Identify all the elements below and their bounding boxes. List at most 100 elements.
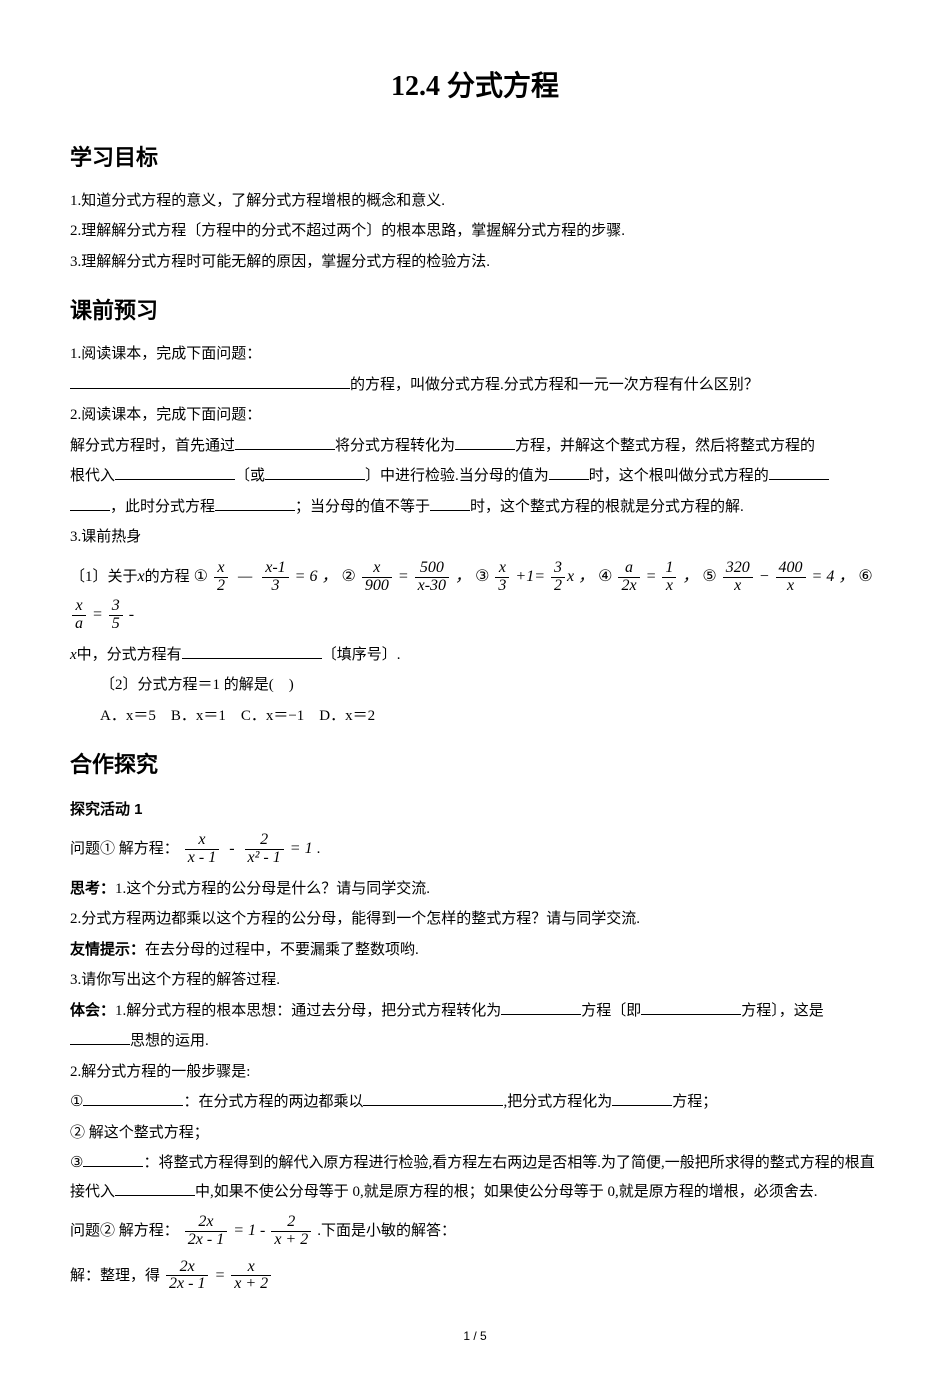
text: ① — [70, 1094, 83, 1110]
tip-label: 友情提示： — [70, 942, 145, 958]
fraction: 32 — [551, 560, 565, 595]
text: = 6 ， — [295, 568, 338, 585]
step2: ② 解这个整式方程； — [70, 1119, 880, 1148]
fraction: 2x2x - 1 — [166, 1259, 208, 1294]
preview-q2-body3: ，此时分式方程；当分母的值不等于时，这个整式方程的根就是分式方程的解. — [70, 493, 880, 522]
text: 〔或 — [235, 468, 265, 484]
text: ③ — [70, 1155, 83, 1171]
text: 根代入 — [70, 468, 115, 484]
blank — [115, 1180, 195, 1196]
text: = — [646, 568, 661, 585]
text: 〔1〕关于 — [70, 569, 138, 585]
text: = — [92, 606, 107, 623]
text: 问题② 解方程： — [70, 1223, 179, 1239]
blank — [265, 464, 365, 480]
warmup-eq-line: 〔1〕关于x的方程 ① x2 — x-13 = 6 ， ② x900 = 500… — [70, 558, 880, 635]
preview-q2-body: 解分式方程时，首先通过将分式方程转化为方程，并解这个整式方程，然后将整式方程的 — [70, 432, 880, 461]
circled-6: ⑥ — [858, 568, 872, 585]
text: ；当分母的值不等于 — [295, 499, 430, 515]
blank — [70, 373, 350, 389]
circled-4: ④ — [598, 568, 612, 585]
blank — [115, 464, 235, 480]
fraction: 2x + 2 — [271, 1214, 311, 1249]
preview-q2-body2: 根代入 〔或 〕中进行检验.当分母的值为 时，这个根叫做分式方程的 — [70, 462, 880, 491]
fraction: xx + 2 — [231, 1259, 271, 1294]
text: 1.这个分式方程的公分母是什么？请与同学交流. — [115, 881, 430, 897]
text: 思想的运用. — [130, 1033, 209, 1049]
blank — [70, 1029, 130, 1045]
think-line1: 思考：1.这个分式方程的公分母是什么？请与同学交流. — [70, 875, 880, 904]
text: = — [214, 1267, 229, 1284]
activity1-heading: 探究活动 1 — [70, 796, 880, 825]
solution-equation: 解：整理，得 2x2x - 1 = xx + 2 — [70, 1257, 880, 1295]
fraction: 2x² - 1 — [245, 832, 284, 867]
preview-heading: 课前预习 — [70, 290, 880, 332]
blank — [641, 999, 741, 1015]
text: 方程； — [672, 1094, 717, 1110]
text: 的方程 — [145, 569, 190, 585]
warmup1-tail: x中，分式方程有〔填序号〕. — [70, 641, 880, 670]
preview-q1: 的方程，叫做分式方程.分式方程和一元一次方程有什么区别？ — [70, 371, 880, 400]
blank — [83, 1151, 143, 1167]
blank — [549, 464, 589, 480]
feel-line1: 体会：1.解分式方程的根本思想：通过去分母，把分式方程转化为 方程〔即 方程〕，这是 — [70, 997, 880, 1026]
preview-q1-tail: 的方程，叫做分式方程.分式方程和一元一次方程有什么区别？ — [350, 377, 759, 393]
text: 时，这个整式方程的根就是分式方程的解. — [470, 499, 744, 515]
fraction: 500x-30 — [415, 560, 449, 595]
goal-item: 2.理解解分式方程〔方程中的分式不超过两个〕的根本思路，掌握解分式方程的步骤. — [70, 217, 880, 246]
fraction: x2 — [214, 560, 228, 595]
blank — [501, 999, 581, 1015]
warmup2-opts: A．x＝5 B．x＝1 C．x＝−1 D．x＝2 — [70, 702, 880, 731]
text: 将分式方程转化为 — [335, 438, 455, 454]
goal-item: 1.知道分式方程的意义，了解分式方程增根的概念和意义. — [70, 187, 880, 216]
blank — [215, 495, 295, 511]
blank — [430, 495, 470, 511]
fraction: 2x2x - 1 — [185, 1214, 227, 1249]
text: 在去分母的过程中，不要漏乘了整数项哟. — [145, 942, 419, 958]
blank — [769, 464, 829, 480]
feel-label: 体会： — [70, 1003, 115, 1019]
think-label: 思考： — [70, 881, 115, 897]
blank — [182, 643, 322, 659]
think-line2: 2.分式方程两边都乘以这个方程的公分母，能得到一个怎样的整式方程？请与同学交流. — [70, 905, 880, 934]
blank — [235, 434, 335, 450]
text: ， — [455, 568, 471, 585]
circled-3: ③ — [475, 568, 489, 585]
text: = — [398, 568, 413, 585]
warmup-heading: 3.课前热身 — [70, 523, 880, 552]
text: = 4 ， — [812, 568, 855, 585]
text: 方程〕，这是 — [741, 1003, 824, 1019]
step3: ③：将整式方程得到的解代入原方程进行检验,看方程左右两边是否相等.为了简便,一般… — [70, 1149, 880, 1206]
circled-1: ① — [194, 568, 208, 585]
text: - — [129, 606, 134, 623]
text: ， — [682, 568, 698, 585]
fraction: 1x — [662, 560, 676, 595]
blank — [612, 1090, 672, 1106]
think-line3: 3.请你写出这个方程的解答过程. — [70, 966, 880, 995]
blank — [83, 1090, 183, 1106]
question2-equation: 问题② 解方程： 2x2x - 1 = 1 - 2x + 2 .下面是小敏的解答… — [70, 1212, 880, 1250]
warmup2-lead: 〔2〕分式方程＝1 的解是( ) — [70, 671, 880, 700]
text: 解：整理，得 — [70, 1268, 160, 1284]
tip-line: 友情提示：在去分母的过程中，不要漏乘了整数项哟. — [70, 936, 880, 965]
text: .下面是小敏的解答： — [317, 1223, 456, 1239]
circled-5: ⑤ — [702, 568, 716, 585]
blank — [363, 1090, 503, 1106]
fraction: xa — [72, 598, 86, 633]
text: 〕中进行检验.当分母的值为 — [365, 468, 549, 484]
text: 时，这个根叫做分式方程的 — [589, 468, 769, 484]
fraction: x900 — [362, 560, 392, 595]
fraction: 400x — [776, 560, 806, 595]
blank — [70, 495, 110, 511]
preview-q1-lead: 1.阅读课本，完成下面问题： — [70, 340, 880, 369]
text: ：在分式方程的两边都乘以 — [183, 1094, 363, 1110]
text: 1.解分式方程的根本思想：通过去分母，把分式方程转化为 — [115, 1003, 501, 1019]
text: 方程〔即 — [581, 1003, 641, 1019]
feel-line1b: 思想的运用. — [70, 1027, 880, 1056]
fraction: x3 — [495, 560, 509, 595]
step1: ① ：在分式方程的两边都乘以 ,把分式方程化为 方程； — [70, 1088, 880, 1117]
goal-item: 3.理解解分式方程时可能无解的原因，掌握分式方程的检验方法. — [70, 248, 880, 277]
text: 中,如果不使公分母等于 0,就是原方程的根；如果使公分母等于 0,就是原方程的增… — [195, 1184, 818, 1200]
blank — [455, 434, 515, 450]
text: ,把分式方程化为 — [503, 1094, 612, 1110]
